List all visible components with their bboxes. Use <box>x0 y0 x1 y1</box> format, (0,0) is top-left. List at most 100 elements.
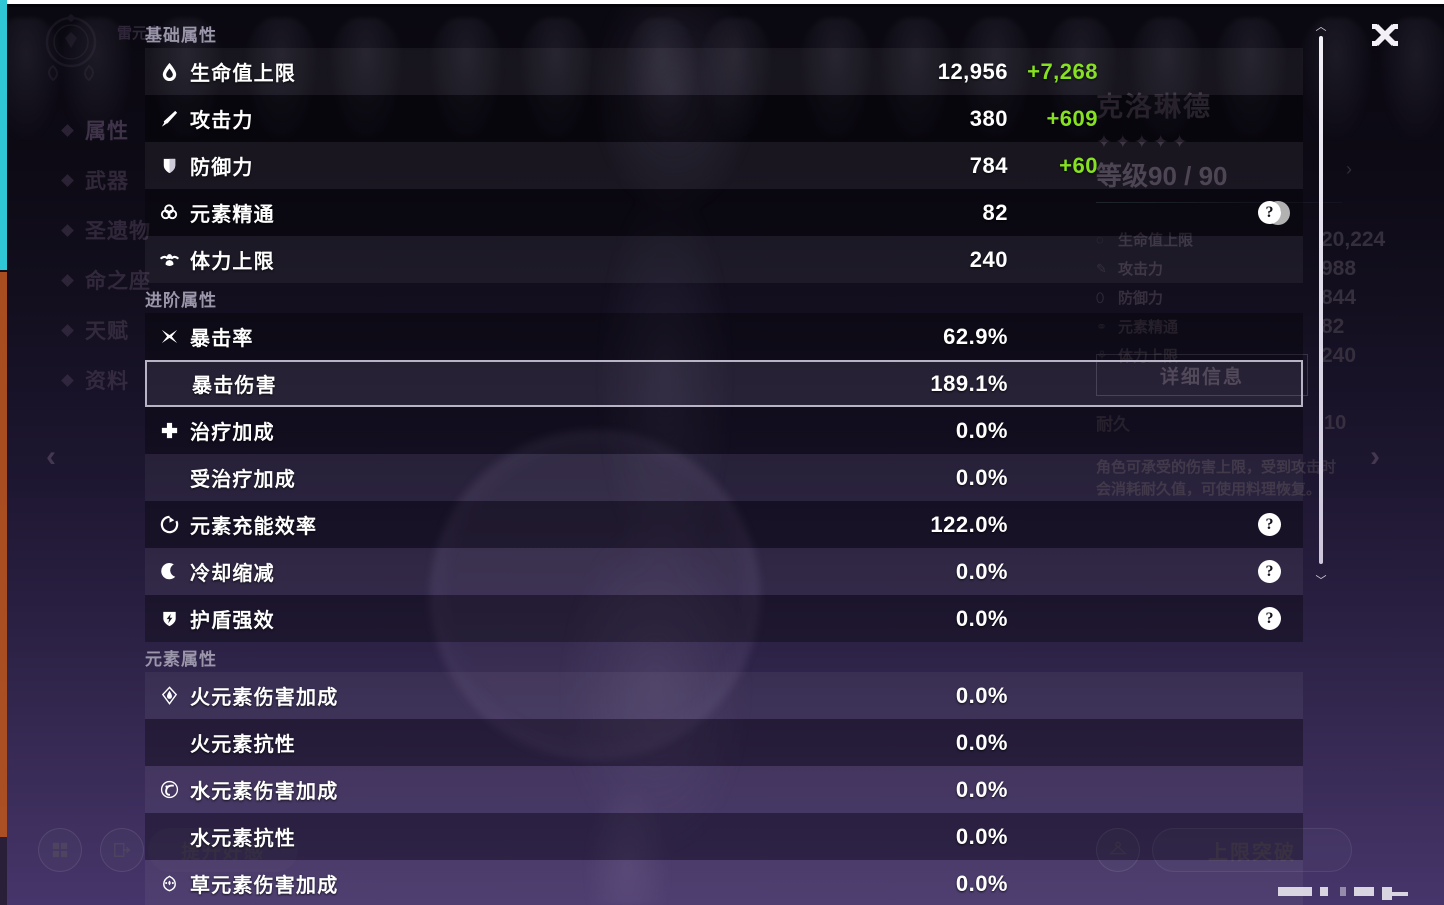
attribute-value: 0.0% <box>955 605 1008 631</box>
character-stat-row: ◌ 生命值上限 20,224 <box>1096 225 1385 254</box>
attribute-label: 受治疗加成 <box>190 469 296 491</box>
attribute-value: 0.0% <box>955 776 1008 802</box>
background-figure <box>1045 18 1117 138</box>
cooldown-icon <box>148 561 190 582</box>
previous-character-arrow[interactable]: ‹ <box>46 440 56 473</box>
shield-icon: ⬯ <box>1096 289 1105 305</box>
attribute-row-pyro-res[interactable]: 火元素抗性 0.0% <box>145 719 1303 766</box>
attribute-value: 82 <box>982 199 1008 225</box>
grid-icon-button[interactable] <box>38 828 82 872</box>
hp-drop-icon <box>148 61 190 82</box>
scroll-up-arrow-icon[interactable]: ︿ <box>1315 21 1327 33</box>
attribute-row-cooldown-reduction[interactable]: 冷却缩减 0.0% ? <box>145 548 1303 595</box>
background-figure <box>430 18 502 138</box>
window-top-shadow <box>0 4 1444 7</box>
hanger-icon-button[interactable] <box>1096 828 1140 872</box>
character-detail-button[interactable]: 详细信息 <box>1096 354 1308 396</box>
attribute-row-def[interactable]: 防御力 784 +60 <box>145 142 1303 189</box>
attribute-value: 0.0% <box>955 870 1008 896</box>
character-stat-label: 元素精通 <box>1118 319 1179 336</box>
attribute-label: 防御力 <box>190 157 254 179</box>
attribute-row-pyro-dmg-bonus[interactable]: 火元素伤害加成 0.0% <box>145 672 1303 719</box>
attribute-row-incoming-healing[interactable]: 受治疗加成 0.0% <box>145 454 1303 501</box>
attribute-value: 0.0% <box>955 558 1008 584</box>
bottom-bar: 提升好感 上限突破 <box>0 825 1444 885</box>
shield-bolt-icon <box>148 608 190 629</box>
sidebar-item-label: 命之座 <box>85 270 151 293</box>
dendro-icon <box>148 873 190 894</box>
background-figure <box>960 18 1032 138</box>
attribute-row-elemental-mastery[interactable]: 元素精通 82 ? <box>145 189 1303 236</box>
help-icon[interactable]: ? <box>1258 560 1281 583</box>
attribute-label: 元素充能效率 <box>190 516 318 538</box>
attribute-label: 水元素抗性 <box>190 828 296 850</box>
background-figure <box>1215 18 1287 138</box>
left-edge-dark-strip <box>0 837 7 905</box>
attribute-label: 火元素抗性 <box>190 734 296 756</box>
scrollbar-thumb[interactable] <box>1319 36 1323 564</box>
chevron-right-icon[interactable]: › <box>1346 159 1352 179</box>
attribute-bonus: +7,268 <box>1027 58 1098 84</box>
character-stat-label: 攻击力 <box>1118 261 1164 278</box>
attribute-row-healing-bonus[interactable]: 治疗加成 0.0% <box>145 407 1303 454</box>
sidebar-item-weapon[interactable]: 武器 <box>7 155 149 205</box>
sidebar-item-talents[interactable]: 天赋 <box>7 305 149 355</box>
next-character-arrow[interactable]: › <box>1370 440 1380 473</box>
background-figure <box>60 18 132 138</box>
character-stat-row: ⚭ 元素精通 82 <box>1096 312 1346 341</box>
pyro-icon <box>148 685 190 706</box>
sidebar: 雷元素 属性 武器 圣遗物 命之座 天赋 资料 <box>7 0 162 905</box>
help-icon[interactable]: ? <box>1258 513 1281 536</box>
character-stat-row: ✎ 攻击力 988 <box>1096 254 1356 283</box>
diamond-bullet-icon <box>61 173 74 187</box>
attribute-label: 暴击伤害 <box>192 375 277 397</box>
help-icon[interactable]: ? <box>1258 607 1281 630</box>
attribute-row-shield-strength[interactable]: 护盾强效 0.0% ? <box>145 595 1303 642</box>
attributes-panel: 基础属性 生命值上限 12,956 +7,268 攻击力 380 +609 <box>145 18 1303 905</box>
attribute-row-dendro-dmg-bonus[interactable]: 草元素伤害加成 0.0% <box>145 860 1303 905</box>
attribute-row-max-stamina[interactable]: 体力上限 240 <box>145 236 1303 283</box>
element-emblem-icon <box>39 8 103 86</box>
attribute-label: 治疗加成 <box>190 422 275 444</box>
attribute-value: 784 <box>969 152 1008 178</box>
background-figure <box>1130 18 1202 138</box>
panel-scrollbar[interactable]: ︿ ﹀ <box>1315 21 1327 587</box>
sidebar-item-profile[interactable]: 资料 <box>7 355 149 405</box>
shield-icon <box>148 155 190 176</box>
window-top-strip <box>0 0 1444 4</box>
diamond-bullet-icon <box>61 323 74 337</box>
breakthrough-button[interactable]: 上限突破 <box>1152 828 1352 872</box>
close-button[interactable] <box>1368 20 1402 54</box>
diamond-bullet-icon <box>61 223 74 237</box>
attribute-row-crit-rate[interactable]: 暴击率 62.9% <box>145 313 1303 360</box>
section-header-elemental: 元素属性 <box>145 649 217 669</box>
sidebar-item-label: 武器 <box>85 170 129 193</box>
attribute-value: 240 <box>969 246 1008 272</box>
help-icon[interactable]: ? <box>1258 201 1281 224</box>
sidebar-item-constellation[interactable]: 命之座 <box>7 255 151 305</box>
diamond-bullet-icon <box>61 373 74 387</box>
attribute-row-hydro-res[interactable]: 水元素抗性 0.0% <box>145 813 1303 860</box>
attribute-row-max-hp[interactable]: 生命值上限 12,956 +7,268 <box>145 48 1303 95</box>
sword-icon <box>148 108 190 129</box>
recharge-icon <box>148 514 190 535</box>
scroll-down-arrow-icon[interactable]: ﹀ <box>1315 575 1327 587</box>
sidebar-item-attributes[interactable]: 属性 <box>7 105 149 155</box>
background-figure <box>520 18 592 138</box>
attribute-row-atk[interactable]: 攻击力 380 +609 <box>145 95 1303 142</box>
attribute-value: 0.0% <box>955 464 1008 490</box>
attribute-label: 攻击力 <box>190 110 254 132</box>
upgrade-affinity-button[interactable]: 提升好感 <box>148 828 298 872</box>
swap-icon-button[interactable] <box>100 828 144 872</box>
attribute-value: 12,956 <box>937 58 1008 84</box>
character-stat-value: 844 <box>1321 285 1357 309</box>
attribute-row-crit-dmg[interactable]: 暴击伤害 189.1% <box>145 360 1303 407</box>
attribute-row-energy-recharge[interactable]: 元素充能效率 122.0% ? <box>145 501 1303 548</box>
background-figure <box>245 18 317 138</box>
character-stat-label: 防御力 <box>1118 290 1164 307</box>
attribute-value: 122.0% <box>930 511 1008 537</box>
attribute-row-hydro-dmg-bonus[interactable]: 水元素伤害加成 0.0% <box>145 766 1303 813</box>
attribute-label: 生命值上限 <box>190 63 296 85</box>
sidebar-item-artifacts[interactable]: 圣遗物 <box>7 205 150 255</box>
close-x-icon <box>1372 24 1398 46</box>
